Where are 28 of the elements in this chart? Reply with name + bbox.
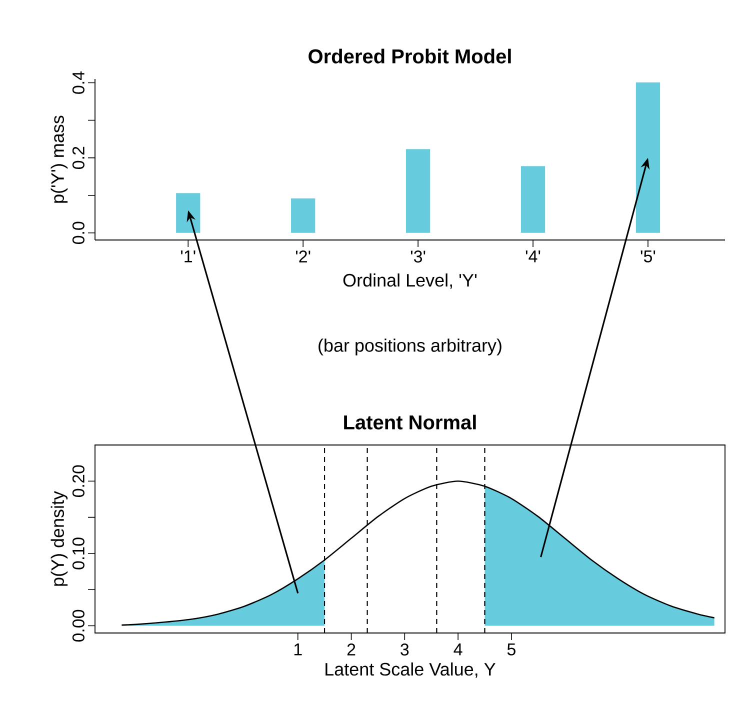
- y-tick-label: 0.2: [72, 146, 84, 169]
- x-tick-label: '3': [410, 250, 426, 263]
- y-axis-title: p(Y) density: [50, 491, 68, 586]
- x-tick-label: '2': [296, 250, 310, 262]
- bar: [636, 82, 660, 233]
- y-tick-label: 0.20: [72, 465, 84, 498]
- x-tick-label: 1: [294, 644, 302, 656]
- x-tick-label: '5': [640, 250, 656, 262]
- bar: [291, 198, 316, 233]
- x-tick-label: 2: [347, 644, 356, 656]
- y-tick-label: 0.0: [72, 222, 84, 244]
- bar: [176, 193, 200, 233]
- chart-title: Latent Normal: [344, 414, 476, 430]
- x-axis-title: Latent Scale Value, Y: [326, 662, 496, 678]
- y-tick-label: 0.4: [72, 71, 84, 94]
- text: (bar positions arbitrary): [318, 338, 502, 356]
- x-axis-title: Ordinal Level, 'Y': [343, 273, 477, 289]
- bar: [406, 149, 430, 233]
- chart-title: Ordered Probit Model: [308, 48, 511, 64]
- x-tick-label: '1': [181, 250, 196, 262]
- x-tick-label: 5: [507, 644, 516, 656]
- y-tick-label: 0.10: [72, 538, 84, 570]
- bar: [520, 166, 546, 233]
- y-axis-title: p('Y') mass: [50, 116, 68, 203]
- x-tick-label: '4': [526, 250, 540, 262]
- x-tick-label: 3: [400, 644, 409, 656]
- x-tick-label: 4: [454, 644, 462, 656]
- y-tick-label: 0.00: [72, 610, 84, 642]
